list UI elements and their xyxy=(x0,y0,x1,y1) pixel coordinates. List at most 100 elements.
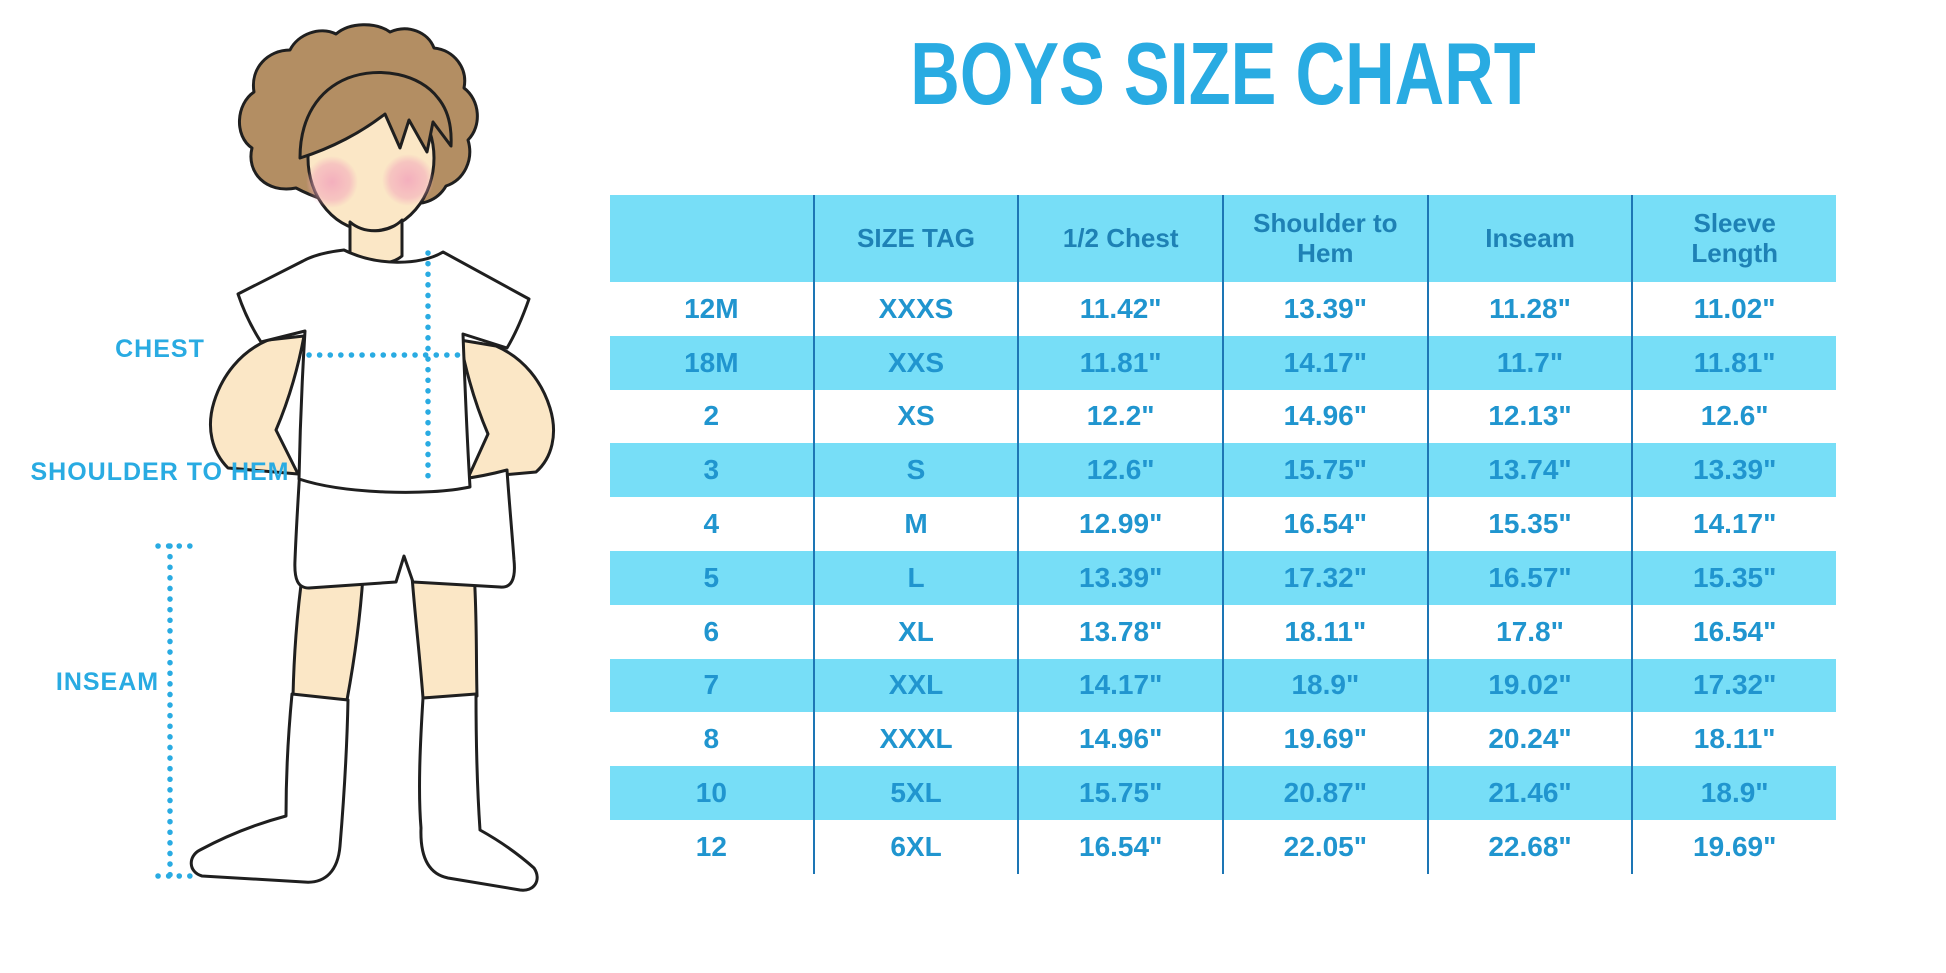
table-row: 18M XXS 11.81" 14.17" 11.7" 11.81" xyxy=(610,335,1836,390)
chest-label: CHEST xyxy=(115,335,205,363)
left-arm xyxy=(209,334,306,476)
table-cell: XS xyxy=(812,389,1018,444)
left-sock xyxy=(189,692,350,884)
size-chart-table: SIZE TAG 1/2 Chest Shoulder to Hem Inseam Sl… xyxy=(610,195,1836,874)
table-cell: 17.8" xyxy=(1426,604,1632,659)
right-cheek xyxy=(382,154,434,206)
table-cell: 14.17" xyxy=(1631,497,1836,551)
table-cell: XXXL xyxy=(812,712,1018,767)
table-cell: 14.96" xyxy=(1222,389,1427,444)
header-cell: SIZE TAG xyxy=(812,195,1018,282)
table-cell: 15.35" xyxy=(1426,497,1632,551)
table-cell: 20.87" xyxy=(1222,766,1427,820)
row-label-cell: 10 xyxy=(695,777,727,809)
table-cell: 5XL xyxy=(812,766,1018,820)
table-cell: 14.96" xyxy=(1017,712,1222,767)
table-row: 2 XS 12.2" 14.96" 12.13" 12.6" xyxy=(610,389,1836,444)
table-cell: 15.75" xyxy=(1017,766,1222,820)
row-label-cell: 7 xyxy=(703,669,720,701)
row-label-cell: 8 xyxy=(703,723,720,755)
table-cell: XXL xyxy=(812,658,1018,713)
table-cell: XXXS xyxy=(812,282,1018,336)
table-cell: 16.54" xyxy=(1017,819,1222,874)
table-cell: 11.81" xyxy=(1017,335,1222,390)
table-cell: 22.05" xyxy=(1222,819,1427,874)
table-cell: 16.54" xyxy=(1222,497,1427,551)
table-cell: 16.57" xyxy=(1426,550,1632,605)
table-cell: XXS xyxy=(812,335,1018,390)
row-label-cell: 12M xyxy=(684,292,739,324)
table-cell: 19.69" xyxy=(1631,819,1836,874)
table-row: 12M XXXS 11.42" 13.39" 11.28" 11.02" xyxy=(610,282,1836,336)
table-cell: 12.6" xyxy=(1017,443,1222,498)
table-cell: 12.99" xyxy=(1017,497,1222,551)
table-cell: 11.81" xyxy=(1631,335,1836,390)
header-cell: Shoulder to Hem xyxy=(1222,195,1427,282)
right-sock xyxy=(418,692,539,892)
row-label-cell: 3 xyxy=(703,454,720,486)
table-row: 6 XL 13.78" 18.11" 17.8" 16.54" xyxy=(610,604,1836,659)
table-row: 8 XXXL 14.96" 19.69" 20.24" 18.11" xyxy=(610,712,1836,767)
table-cell: XL xyxy=(812,604,1018,659)
table-cell: 13.39" xyxy=(1017,550,1222,605)
table-row: 12 6XL 16.54" 22.05" 22.68" 19.69" xyxy=(610,819,1836,874)
table-row: 10 5XL 15.75" 20.87" 21.46" 18.9" xyxy=(610,766,1836,820)
table-header-row: SIZE TAG 1/2 Chest Shoulder to Hem Inseam Sl… xyxy=(610,195,1836,282)
right-arm xyxy=(458,338,555,480)
table-cell: 18.9" xyxy=(1222,658,1427,713)
page-title: BOYS SIZE CHART xyxy=(910,24,1536,123)
table-row: 4 M 12.99" 16.54" 15.35" 14.17" xyxy=(610,497,1836,551)
left-cheek xyxy=(306,156,358,208)
table-cell: 12.13" xyxy=(1426,389,1632,444)
row-label-cell: 6 xyxy=(703,615,720,647)
table-cell: 11.42" xyxy=(1017,282,1222,336)
boy-illustration xyxy=(155,23,555,892)
table-cell: 19.02" xyxy=(1426,658,1632,713)
t-shirt xyxy=(236,248,531,494)
table-cell: 6XL xyxy=(812,819,1018,874)
table-cell: S xyxy=(812,443,1018,498)
table-cell: 11.7" xyxy=(1426,335,1632,390)
table-cell: 20.24" xyxy=(1426,712,1632,767)
row-label-cell: 2 xyxy=(703,400,720,432)
header-cell: 1/2 Chest xyxy=(1017,195,1222,282)
table-cell: 18.9" xyxy=(1631,766,1836,820)
header-cell: Inseam xyxy=(1426,195,1632,282)
table-cell: 14.17" xyxy=(1017,658,1222,713)
table-cell: 18.11" xyxy=(1631,712,1836,767)
table-cell: 17.32" xyxy=(1222,550,1427,605)
table-cell: 18.11" xyxy=(1222,604,1427,659)
inseam-label: INSEAM xyxy=(55,668,160,696)
header-cell xyxy=(610,195,813,282)
table-cell: 11.28" xyxy=(1426,282,1632,336)
left-leg xyxy=(291,568,365,702)
table-cell: 17.32" xyxy=(1631,658,1836,713)
table-cell: 13.39" xyxy=(1631,443,1836,498)
row-label-cell: 5 xyxy=(703,561,720,593)
table-cell: 12.2" xyxy=(1017,389,1222,444)
table-cell: 16.54" xyxy=(1631,604,1836,659)
table-row: 3 S 12.6" 15.75" 13.74" 13.39" xyxy=(610,443,1836,498)
row-label-cell: 4 xyxy=(703,508,720,540)
table-row: 5 L 13.39" 17.32" 16.57" 15.35" xyxy=(610,550,1836,605)
hair-fringe xyxy=(298,71,453,160)
right-leg xyxy=(410,570,479,700)
header-cell: Sleeve Length xyxy=(1631,195,1836,282)
table-cell: L xyxy=(812,550,1018,605)
table-cell: 22.68" xyxy=(1426,819,1632,874)
table-cell: 21.46" xyxy=(1426,766,1632,820)
row-label-cell: 12 xyxy=(695,830,727,862)
table-cell: 13.74" xyxy=(1426,443,1632,498)
shoulder-to-hem-label: SHOULDER TO HEM xyxy=(30,458,290,486)
table-cell: 15.75" xyxy=(1222,443,1427,498)
row-label-cell: 18M xyxy=(684,346,739,378)
table-cell: 13.39" xyxy=(1222,282,1427,336)
table-cell: 11.02" xyxy=(1631,282,1836,336)
table-cell: 13.78" xyxy=(1017,604,1222,659)
table-cell: 19.69" xyxy=(1222,712,1427,767)
table-cell: 14.17" xyxy=(1222,335,1427,390)
table-cell: M xyxy=(812,497,1018,551)
table-cell: 15.35" xyxy=(1631,550,1836,605)
table-cell: 12.6" xyxy=(1631,389,1836,444)
